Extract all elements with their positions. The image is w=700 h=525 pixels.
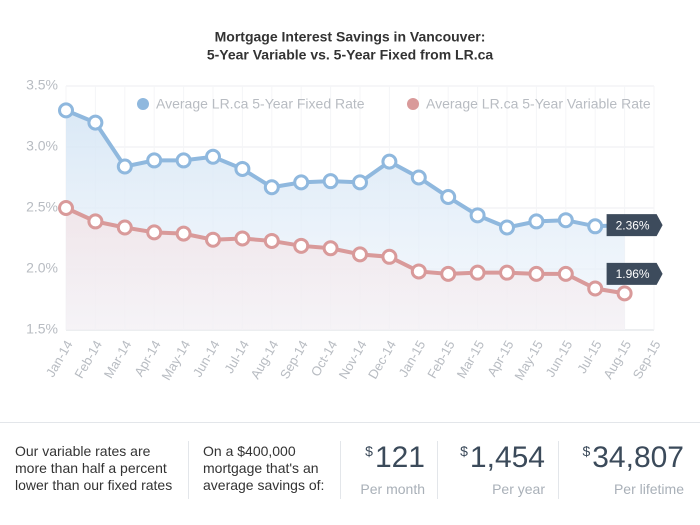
- annotation-flag: [606, 262, 663, 285]
- x-tick-label: Mar-15: [454, 338, 488, 381]
- chart-subtitle: 5-Year Variable vs. 5-Year Fixed from LR…: [207, 47, 494, 63]
- x-tick-label: Sep-14: [277, 338, 311, 382]
- point: [528, 213, 545, 230]
- separator: [558, 441, 559, 499]
- currency-symbol: $: [460, 443, 468, 459]
- annotation-label: 1.96%: [616, 267, 650, 281]
- point: [469, 207, 486, 224]
- stat-value: $34,807: [566, 441, 684, 475]
- x-tick-label: May-14: [159, 338, 194, 383]
- note-text: Our variable rates are more than half a …: [15, 443, 173, 493]
- y-tick-label: 2.0%: [26, 260, 58, 276]
- stat-caption: Per month: [360, 481, 425, 497]
- point: [352, 246, 368, 263]
- legend-label: Average LR.ca 5-Year Variable Rate: [426, 96, 651, 112]
- point: [410, 169, 427, 186]
- point: [116, 219, 133, 236]
- stat-value: $1,454: [445, 441, 545, 475]
- point: [146, 152, 163, 169]
- currency-symbol: $: [365, 443, 373, 459]
- annotation-label: 2.36%: [616, 218, 650, 232]
- y-tick-label: 2.5%: [26, 199, 58, 215]
- point: [587, 218, 604, 235]
- point: [175, 152, 192, 169]
- point: [352, 174, 368, 191]
- separator: [340, 441, 341, 499]
- point: [58, 102, 74, 119]
- chart: Mortgage Interest Savings in Vancouver: …: [26, 29, 664, 383]
- point: [587, 280, 604, 297]
- point: [175, 225, 192, 242]
- stat-amount: 34,807: [592, 441, 684, 474]
- point: [322, 240, 339, 257]
- y-tick-label: 1.5%: [26, 321, 58, 337]
- stat-value: $121: [345, 441, 425, 475]
- point: [263, 232, 280, 249]
- point: [440, 189, 457, 206]
- annotation-flag: [606, 214, 663, 237]
- point: [293, 174, 310, 191]
- stat: $34,807 Per lifetime: [566, 441, 684, 497]
- note-text: On a $400,000 mortgage that's an average…: [203, 443, 325, 493]
- point: [205, 231, 221, 248]
- point: [528, 265, 545, 282]
- point: [469, 264, 486, 281]
- currency-symbol: $: [582, 443, 591, 459]
- point: [410, 263, 427, 280]
- x-tick-label: Jun-15: [543, 338, 576, 380]
- stat-amount: 121: [374, 441, 425, 474]
- point: [87, 213, 104, 230]
- x-tick-label: Aug-15: [600, 338, 634, 382]
- stat: $1,454 Per year: [445, 441, 545, 497]
- x-tick-label: Aug-14: [247, 338, 281, 382]
- x-tick-label: Jul-15: [574, 338, 605, 376]
- legend-swatch: [137, 98, 149, 110]
- separator: [437, 441, 438, 499]
- point: [234, 230, 251, 247]
- legend-swatch: [407, 98, 419, 110]
- point: [499, 219, 515, 236]
- x-tick-label: Nov-14: [336, 338, 370, 382]
- x-tick-label: Feb-14: [71, 338, 105, 381]
- x-tick-label: Jul-14: [221, 338, 252, 376]
- y-tick-label: 3.5%: [26, 77, 58, 93]
- point: [381, 153, 398, 170]
- point: [322, 173, 339, 190]
- point: [116, 158, 133, 175]
- x-tick-label: Jun-14: [190, 338, 223, 380]
- point: [616, 285, 633, 302]
- chart-title: Mortgage Interest Savings in Vancouver:: [215, 29, 486, 45]
- point: [205, 148, 221, 165]
- point: [87, 114, 104, 131]
- separator: [188, 441, 189, 499]
- point: [263, 179, 280, 196]
- point: [440, 265, 457, 282]
- point: [146, 224, 163, 241]
- point: [58, 200, 74, 216]
- legend-label: Average LR.ca 5-Year Fixed Rate: [156, 96, 365, 112]
- x-tick-label: Feb-15: [424, 338, 458, 381]
- stat-caption: Per year: [492, 481, 545, 497]
- x-tick-label: May-15: [511, 338, 546, 383]
- stat-caption: Per lifetime: [613, 481, 684, 497]
- x-tick-label: Dec-14: [365, 338, 399, 382]
- summary-panel: Our variable rates are more than half a …: [0, 422, 700, 525]
- point: [293, 237, 310, 254]
- point: [381, 248, 398, 265]
- y-tick-label: 3.0%: [26, 138, 58, 154]
- x-tick-label: Sep-15: [630, 338, 664, 382]
- x-tick-label: Mar-14: [101, 338, 135, 381]
- stat: $121 Per month: [345, 441, 425, 497]
- point: [499, 264, 515, 281]
- point: [557, 212, 574, 229]
- point: [234, 160, 251, 177]
- stat-amount: 1,454: [469, 441, 545, 474]
- point: [557, 265, 574, 282]
